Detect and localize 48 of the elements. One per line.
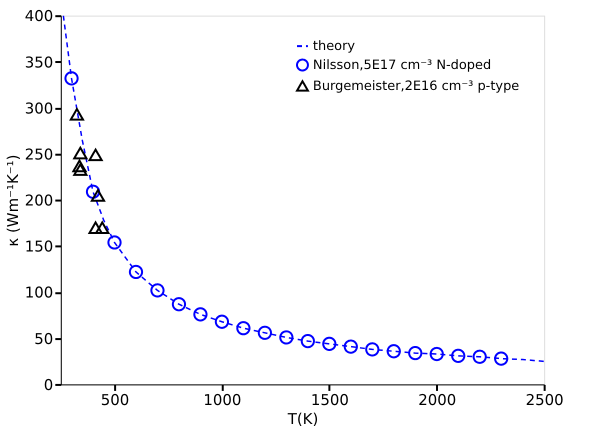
y-tick-label: 350 [24, 53, 54, 72]
point [344, 340, 358, 354]
x-tick-label: 2500 [526, 390, 564, 409]
x-tick-label: 1500 [310, 390, 349, 409]
point [430, 346, 444, 362]
point [279, 330, 294, 345]
point [95, 221, 110, 234]
point [128, 264, 144, 280]
x-tick-label: 500 [100, 390, 130, 409]
point [408, 346, 422, 360]
y-tick-label: 400 [24, 7, 54, 26]
x-tick-label: 1000 [203, 390, 242, 409]
point [172, 297, 186, 312]
point [472, 350, 487, 364]
y-tick-label: 150 [24, 238, 54, 256]
point [88, 221, 103, 234]
legend-label: Nilsson,5E17 cm⁻³ N-doped [312, 58, 492, 73]
x-tick-label: 2000 [418, 390, 456, 409]
point [258, 326, 272, 340]
point [150, 283, 165, 298]
y-tick-label: 0 [44, 376, 54, 394]
point [88, 148, 103, 162]
point [300, 334, 315, 348]
point [73, 146, 88, 160]
point [64, 71, 79, 86]
point [70, 108, 84, 121]
point [72, 160, 87, 172]
point [386, 344, 401, 358]
point [365, 342, 380, 356]
y-tick-label: 200 [24, 192, 54, 210]
point [451, 348, 466, 363]
y-axis-title: κ (Wm⁻¹K⁻¹) [4, 154, 22, 247]
point [86, 184, 100, 199]
y-tick-label: 300 [24, 99, 54, 118]
y-tick-label: 100 [24, 284, 54, 302]
y-tick-label: 50 [34, 330, 54, 348]
legend-label: Burgemeister,2E16 cm⁻³ p-type [312, 78, 520, 94]
x-axis-title: T(K) [286, 410, 318, 428]
y-tick-label: 250 [24, 145, 54, 164]
point [214, 314, 230, 329]
point [193, 307, 208, 322]
point [236, 321, 250, 336]
point [494, 352, 508, 366]
point [322, 336, 336, 351]
point [73, 163, 88, 176]
point [107, 235, 122, 250]
legend-label: theory [312, 39, 356, 54]
point [90, 189, 106, 202]
